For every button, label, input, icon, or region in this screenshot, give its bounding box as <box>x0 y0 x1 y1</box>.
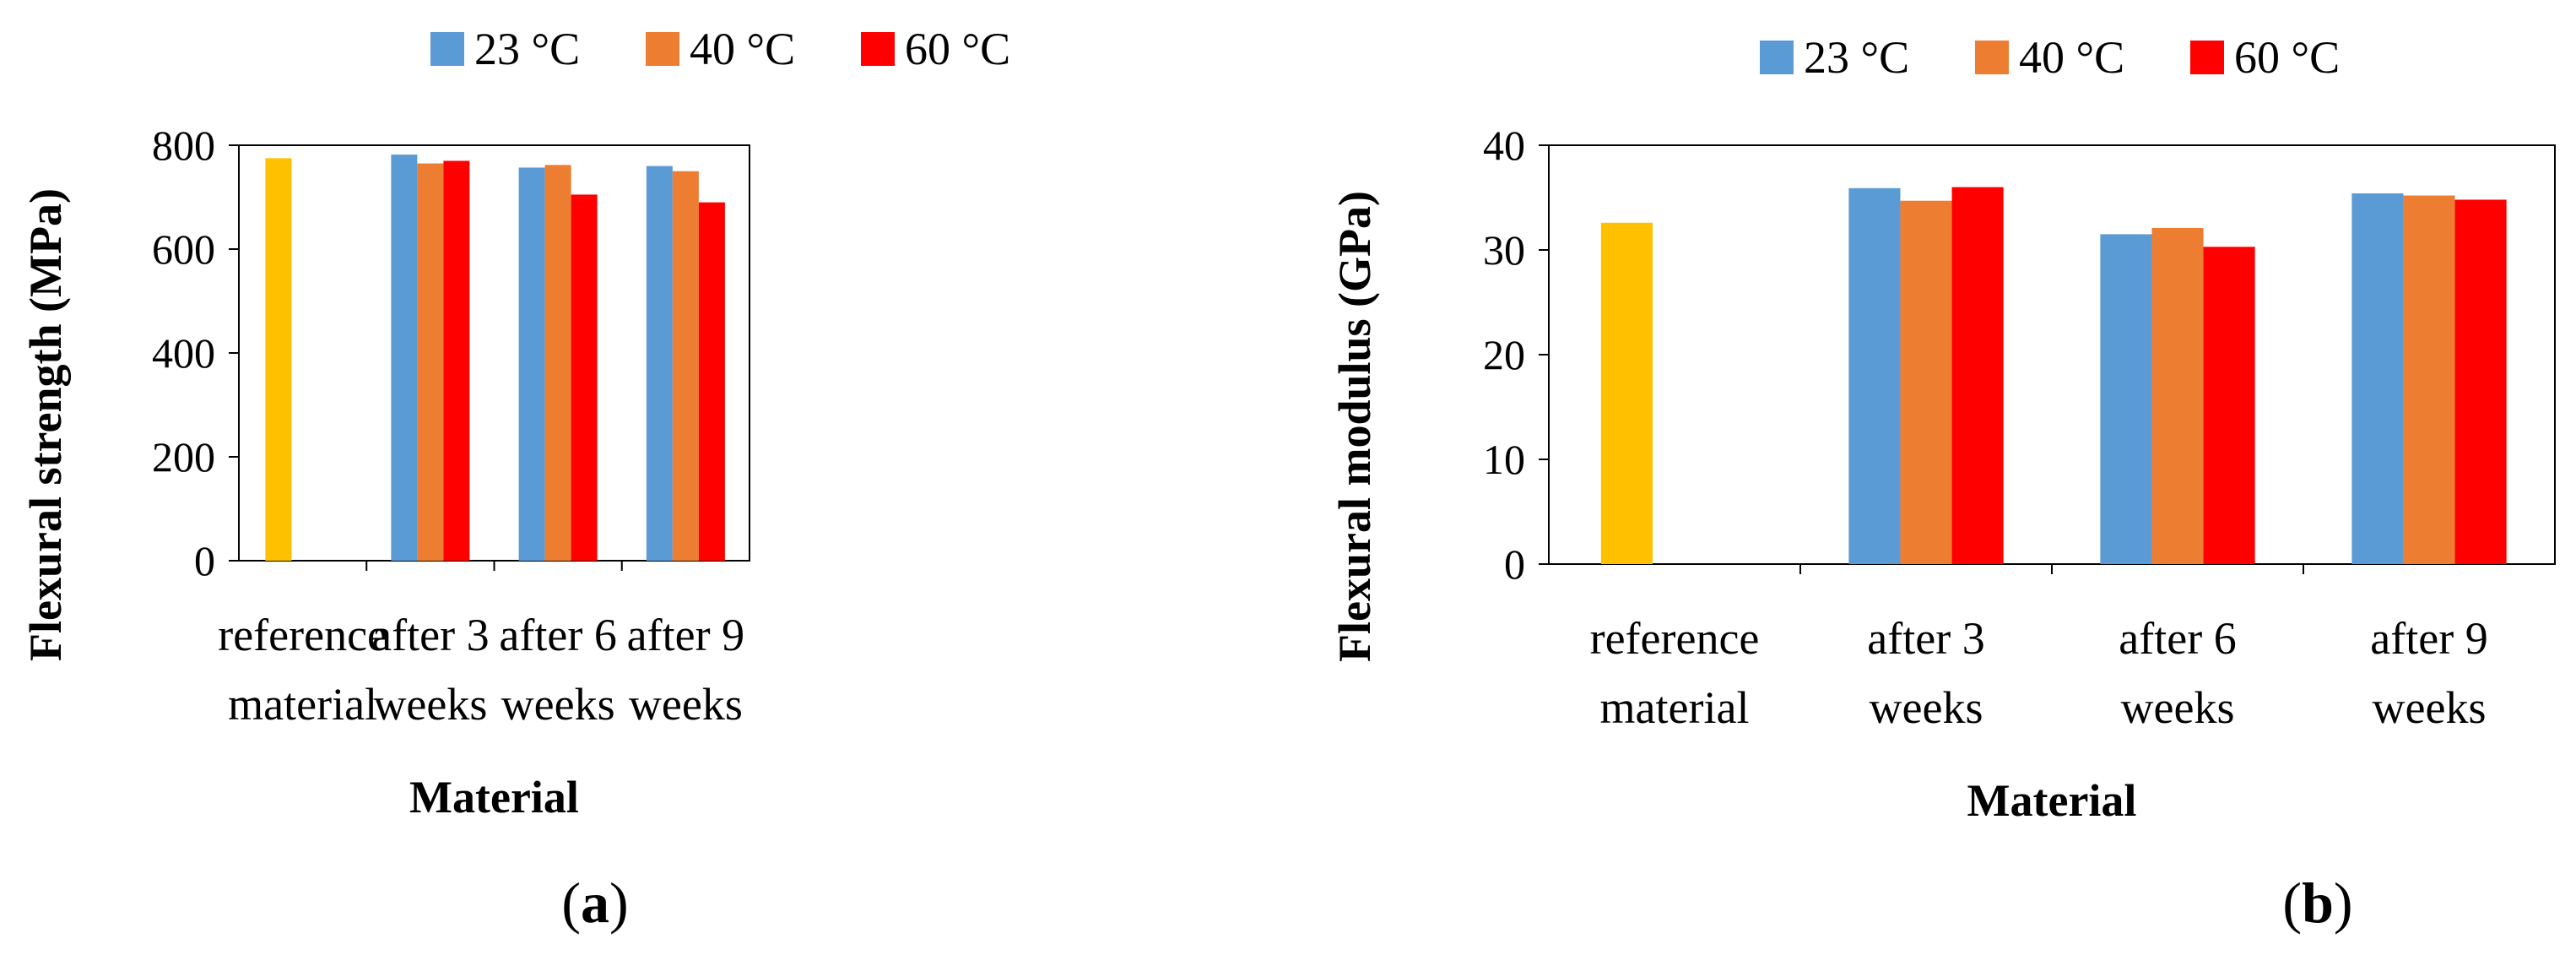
panel-label-a: a <box>581 871 609 935</box>
y-tick-label-b-1: 10 <box>1483 436 1525 483</box>
x-tick-label-a-1-0: after 3 <box>371 610 489 660</box>
legend-label-b-2: 40 °C <box>2019 32 2124 83</box>
x-tick-label-a-3-0: after 9 <box>627 610 744 660</box>
panel-label-b: b <box>2302 871 2334 935</box>
x-tick-label-a-3-1: weeks <box>629 679 743 730</box>
bar-b-3-3 <box>2454 199 2507 565</box>
chart-b-svg: 0 10 20 30 40 reference material after 3 weeks af… <box>1329 32 2556 826</box>
legend-label-b-3: 60 °C <box>2234 32 2340 83</box>
bar-a-1-2 <box>518 167 545 561</box>
y-tick-label-b-3: 30 <box>1483 226 1525 274</box>
bar-a-3-2 <box>571 194 598 562</box>
x-tick-label-b-2-1: weeks <box>2121 682 2235 733</box>
bar-b-3-1 <box>1951 187 2004 564</box>
bar-a-1-3 <box>646 166 673 561</box>
y-axis-title-b: Flexural modulus (GPa) <box>1329 191 1380 662</box>
legend-swatch-b-2 <box>1975 41 2009 74</box>
x-tick-label-b-1-1: weeks <box>1870 682 1983 733</box>
legend-swatch-b-1 <box>1760 41 1794 74</box>
x-tick-label-a-2-1: weeks <box>501 679 615 730</box>
x-tick-label-b-3-0: after 9 <box>2370 613 2487 664</box>
legend-swatch-a-3 <box>861 32 895 66</box>
legend-label-b-1: 23 °C <box>1804 32 1909 83</box>
legend-swatch-b-3 <box>2190 41 2224 74</box>
legend-a: 23 °C 40 °C 60 °C <box>430 24 1010 74</box>
panel-caption-a: (a) <box>561 871 629 935</box>
legend-label-a-3: 60 °C <box>905 24 1010 74</box>
legend-label-a-1: 23 °C <box>474 24 580 74</box>
x-tick-label-b-3-1: weeks <box>2373 682 2487 733</box>
bar-a-3-3 <box>698 202 725 561</box>
bar-b-1-2 <box>2100 234 2152 564</box>
legend-b: 23 °C 40 °C 60 °C <box>1760 32 2340 83</box>
chart-panel-b: 0 10 20 30 40 reference material after 3 weeks af… <box>1288 0 2576 977</box>
bar-b-3-2 <box>2203 247 2255 564</box>
y-axis-title-a: Flexural strength (MPa) <box>20 188 71 661</box>
x-tick-label-a-0-1: material <box>228 679 377 730</box>
chart-panel-a: 0 200 400 600 800 reference material after 3 wee… <box>20 24 1010 935</box>
x-tick-label-a-0-0: reference <box>218 610 387 660</box>
bar-a-2-2 <box>544 165 571 561</box>
panel-caption-b: (b) <box>2282 871 2353 935</box>
bar-b-1-1 <box>1848 187 1901 564</box>
x-tick-label-a-2-0: after 6 <box>499 610 616 660</box>
y-tick-label-b-0: 0 <box>1504 540 1525 588</box>
legend-swatch-a-1 <box>430 32 464 66</box>
x-tick-label-b-0-1: material <box>1600 682 1750 733</box>
bar-a-2-3 <box>672 171 699 561</box>
x-axis-title-b: Material <box>1967 775 2137 826</box>
x-tick-label-b-1-0: after 3 <box>1867 613 1984 664</box>
y-tick-label-b-4: 40 <box>1483 122 1525 169</box>
bar-b-2-2 <box>2151 227 2204 564</box>
bar-a-2-1 <box>417 163 444 561</box>
x-tick-label-b-0-0: reference <box>1590 613 1760 664</box>
bar-b-1-3 <box>2351 193 2404 565</box>
y-tick-label-b-2: 20 <box>1483 331 1525 378</box>
x-axis-title-a: Material <box>409 772 579 822</box>
y-tick-label-a-1: 200 <box>152 433 215 480</box>
bar-a-3-1 <box>443 160 470 561</box>
y-tick-label-a-3: 600 <box>152 225 215 273</box>
bar-b-2-3 <box>2403 195 2455 564</box>
bar-b-2-1 <box>1900 200 1952 564</box>
y-tick-label-a-2: 400 <box>152 329 215 377</box>
x-tick-label-b-2-0: after 6 <box>2119 613 2236 664</box>
legend-swatch-a-2 <box>646 32 679 66</box>
bar-a-1-1 <box>391 155 418 561</box>
bar-b-reference <box>1600 222 1653 564</box>
y-tick-label-a-0: 0 <box>194 537 215 584</box>
legend-label-a-2: 40 °C <box>690 24 795 74</box>
x-tick-label-a-1-1: weeks <box>373 679 487 730</box>
y-tick-label-a-4: 800 <box>152 122 215 169</box>
bar-a-reference <box>265 158 292 561</box>
